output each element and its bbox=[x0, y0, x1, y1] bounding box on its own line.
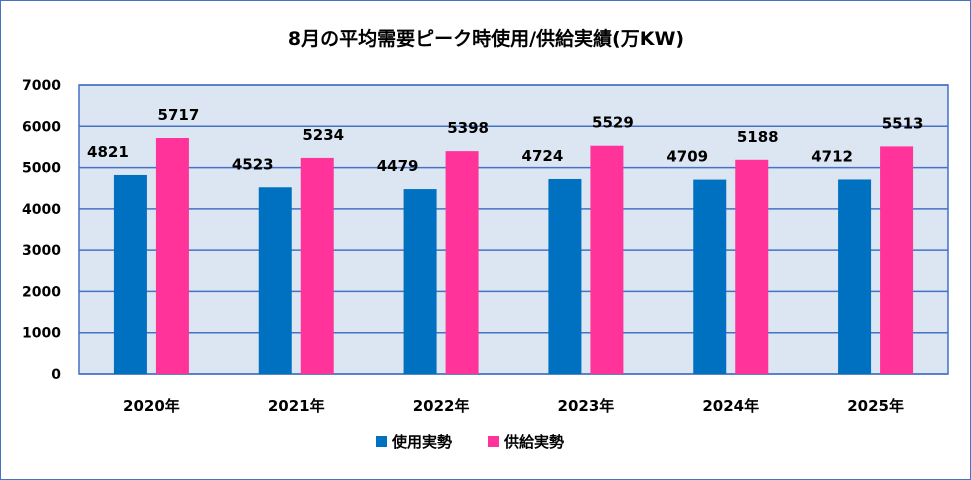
data-label: 4709 bbox=[666, 148, 708, 166]
bars bbox=[113, 137, 914, 374]
gridlines bbox=[78, 84, 949, 375]
x-tick-label: 2024年 bbox=[702, 397, 759, 415]
bar-supply bbox=[880, 146, 914, 374]
data-label: 5398 bbox=[447, 119, 489, 137]
y-tick-label: 2000 bbox=[22, 284, 61, 300]
data-label: 4479 bbox=[377, 157, 419, 175]
y-tick-label: 0 bbox=[51, 367, 61, 383]
y-tick-label: 3000 bbox=[22, 243, 61, 259]
x-tick-label: 2021年 bbox=[268, 397, 325, 415]
data-label: 5513 bbox=[882, 114, 924, 132]
legend-label: 使用実勢 bbox=[391, 433, 452, 451]
data-label: 5529 bbox=[592, 114, 634, 132]
x-tick-label: 2025年 bbox=[847, 397, 904, 415]
data-label: 5188 bbox=[737, 128, 779, 146]
bar-usage bbox=[403, 189, 437, 374]
x-tick-label: 2023年 bbox=[558, 397, 615, 415]
legend-swatch bbox=[376, 436, 387, 447]
legend-swatch bbox=[488, 436, 499, 447]
data-label: 4523 bbox=[232, 155, 274, 173]
legend: 使用実勢 供給実勢 bbox=[369, 429, 605, 463]
legend-box bbox=[369, 429, 605, 463]
data-labels: 4821 5717 4523 5234 4479 5398 4724 5529 4709 5188… bbox=[87, 106, 923, 175]
data-label: 4724 bbox=[522, 147, 564, 165]
plot-area bbox=[79, 85, 948, 374]
bar-supply bbox=[735, 159, 769, 374]
y-tick-label: 1000 bbox=[22, 326, 61, 342]
y-tick-label: 7000 bbox=[22, 78, 61, 94]
data-label: 4821 bbox=[87, 143, 129, 161]
bar-usage bbox=[258, 187, 292, 374]
x-axis: 2020年 2021年 2022年 2023年 2024年 2025年 bbox=[123, 397, 904, 415]
data-label: 4712 bbox=[811, 147, 853, 165]
bar-usage bbox=[693, 179, 727, 374]
y-tick-label: 5000 bbox=[22, 161, 61, 177]
x-tick-label: 2020年 bbox=[123, 397, 180, 415]
bar-supply bbox=[300, 157, 334, 374]
bar-usage bbox=[838, 179, 872, 374]
plot-border bbox=[78, 84, 949, 375]
bar-supply bbox=[445, 151, 479, 374]
legend-label: 供給実勢 bbox=[503, 433, 564, 451]
x-tick-label: 2022年 bbox=[413, 397, 470, 415]
y-tick-label: 6000 bbox=[22, 119, 61, 135]
y-axis: 0 1000 2000 3000 4000 5000 6000 7000 bbox=[22, 78, 61, 383]
data-label: 5234 bbox=[302, 126, 344, 144]
bar-usage bbox=[548, 178, 582, 374]
chart-title: 8月の平均需要ピーク時使用/供給実績(万KW) bbox=[288, 27, 684, 50]
bar-usage bbox=[113, 174, 147, 374]
y-tick-label: 4000 bbox=[22, 202, 61, 218]
bar-supply bbox=[590, 145, 624, 374]
bar-supply bbox=[155, 137, 189, 374]
data-label: 5717 bbox=[158, 106, 200, 124]
